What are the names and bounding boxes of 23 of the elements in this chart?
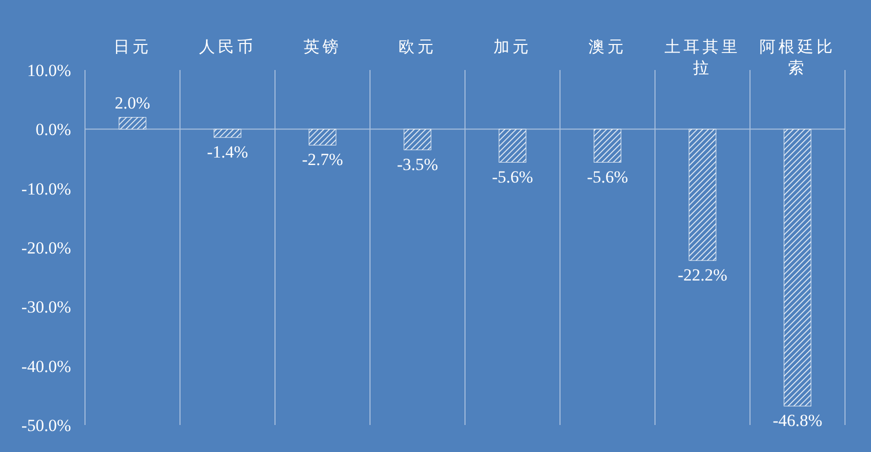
y-tick-label: 0.0% bbox=[36, 120, 71, 140]
data-label: -22.2% bbox=[678, 266, 728, 285]
x-tick-label: 欧元 bbox=[398, 37, 436, 56]
y-tick-label: -50.0% bbox=[21, 416, 71, 435]
data-label: 2.0% bbox=[114, 93, 150, 112]
data-label: -5.6% bbox=[492, 167, 534, 186]
x-tick-label: 人民币 bbox=[199, 37, 256, 56]
x-tick-label: 土耳其里拉 bbox=[664, 37, 740, 77]
y-tick-label: -20.0% bbox=[21, 238, 71, 258]
x-tick-label: 加元 bbox=[494, 37, 532, 56]
y-tick-label: -10.0% bbox=[21, 179, 71, 198]
data-label: -46.8% bbox=[772, 411, 822, 430]
data-label: -1.4% bbox=[206, 142, 248, 162]
x-tick-label: 英镑 bbox=[304, 37, 342, 56]
x-tick-label: 日元 bbox=[114, 37, 152, 56]
x-tick-label: 阿根廷比索 bbox=[760, 37, 836, 77]
y-tick-label: -40.0% bbox=[21, 356, 71, 376]
y-tick-label: -30.0% bbox=[21, 298, 71, 317]
x-tick-label: 澳元 bbox=[588, 37, 626, 56]
data-label: -2.7% bbox=[302, 150, 344, 170]
y-tick-label: 10.0% bbox=[27, 61, 71, 80]
data-label: -5.6% bbox=[586, 167, 628, 186]
data-label: -3.5% bbox=[396, 154, 438, 174]
